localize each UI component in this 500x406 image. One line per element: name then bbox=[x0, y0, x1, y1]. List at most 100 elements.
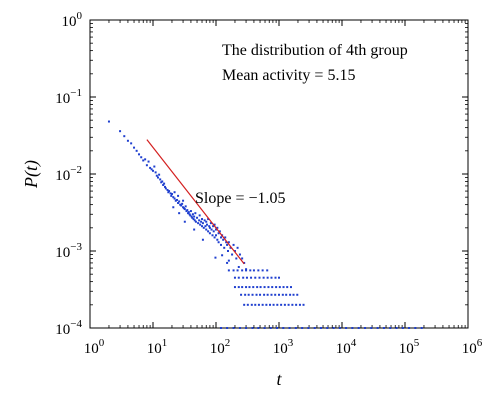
data-point bbox=[243, 303, 246, 306]
data-point bbox=[280, 303, 283, 306]
data-point bbox=[232, 327, 235, 329]
data-point bbox=[259, 286, 262, 289]
data-point bbox=[213, 236, 216, 239]
data-point bbox=[233, 286, 236, 289]
data-point bbox=[249, 269, 252, 272]
data-point bbox=[274, 276, 277, 279]
data-point bbox=[238, 253, 241, 256]
data-point bbox=[240, 293, 243, 296]
data-point bbox=[241, 286, 244, 289]
data-point bbox=[237, 265, 240, 268]
data-point bbox=[226, 261, 229, 264]
legend-line-2: Mean activity = 5.15 bbox=[222, 67, 355, 84]
data-point bbox=[313, 327, 316, 329]
data-point bbox=[188, 213, 191, 216]
data-points bbox=[107, 120, 423, 329]
data-point bbox=[283, 303, 286, 306]
data-point bbox=[364, 327, 367, 329]
data-point bbox=[345, 327, 348, 329]
data-point bbox=[170, 194, 173, 197]
data-point bbox=[226, 243, 229, 246]
y-axis-label: P(t) bbox=[21, 160, 42, 189]
data-point bbox=[307, 327, 310, 329]
data-point bbox=[135, 149, 138, 152]
data-point bbox=[370, 327, 373, 329]
data-point bbox=[265, 303, 268, 306]
data-point bbox=[222, 238, 225, 241]
data-point bbox=[257, 327, 260, 329]
data-point bbox=[285, 293, 288, 296]
data-point bbox=[252, 286, 255, 289]
data-point bbox=[357, 327, 360, 329]
data-point bbox=[182, 199, 185, 202]
data-point bbox=[288, 327, 291, 329]
data-point bbox=[245, 276, 248, 279]
data-point bbox=[227, 269, 230, 272]
data-point bbox=[208, 232, 211, 235]
data-point bbox=[166, 188, 169, 191]
data-point bbox=[246, 303, 249, 306]
data-point bbox=[173, 191, 176, 194]
data-point bbox=[158, 173, 161, 176]
data-point bbox=[154, 171, 157, 174]
data-point bbox=[194, 212, 197, 215]
data-point bbox=[223, 246, 226, 249]
data-point bbox=[193, 228, 196, 231]
data-point bbox=[278, 293, 280, 296]
data-point bbox=[191, 216, 194, 219]
data-point bbox=[244, 293, 247, 296]
data-point bbox=[210, 228, 213, 231]
data-point bbox=[206, 223, 209, 226]
data-point bbox=[275, 286, 278, 289]
y-tick-label: 10−3 bbox=[55, 241, 82, 261]
x-tick-label: 105 bbox=[399, 337, 420, 357]
data-point bbox=[187, 211, 190, 214]
data-point bbox=[237, 276, 240, 279]
data-point bbox=[150, 168, 153, 171]
data-point bbox=[241, 257, 244, 260]
data-point bbox=[282, 286, 285, 289]
x-tick-label: 103 bbox=[273, 337, 294, 357]
data-point bbox=[245, 269, 248, 272]
data-point bbox=[251, 293, 254, 296]
data-point bbox=[175, 198, 178, 201]
data-point bbox=[201, 225, 204, 228]
data-point bbox=[259, 293, 262, 296]
data-point bbox=[198, 219, 201, 222]
data-point bbox=[147, 160, 150, 163]
data-point bbox=[254, 276, 257, 279]
data-point bbox=[189, 210, 192, 213]
y-tick-label: 100 bbox=[62, 10, 83, 30]
data-point bbox=[205, 228, 208, 231]
data-point bbox=[291, 303, 294, 306]
data-point bbox=[142, 159, 145, 162]
data-point bbox=[289, 286, 292, 289]
data-point bbox=[251, 327, 254, 329]
data-point bbox=[267, 286, 270, 289]
data-point bbox=[266, 276, 269, 279]
data-point bbox=[263, 286, 266, 289]
data-point bbox=[216, 238, 219, 241]
data-point bbox=[216, 226, 219, 229]
x-axis-label: t bbox=[276, 369, 282, 389]
plot-area bbox=[89, 19, 469, 329]
data-point bbox=[193, 219, 196, 222]
data-point bbox=[301, 327, 304, 329]
data-point bbox=[180, 204, 183, 207]
data-point bbox=[130, 142, 133, 145]
axis-ticks bbox=[89, 19, 469, 329]
data-point bbox=[169, 192, 172, 195]
data-point bbox=[351, 327, 354, 329]
fit-line bbox=[146, 139, 245, 265]
data-point bbox=[274, 293, 277, 296]
data-point bbox=[203, 219, 206, 222]
data-point bbox=[123, 135, 126, 138]
data-point bbox=[245, 327, 248, 329]
data-point bbox=[248, 286, 251, 289]
legend-line-1: The distribution of 4th group bbox=[222, 42, 408, 59]
data-point bbox=[173, 197, 176, 200]
data-point bbox=[233, 276, 236, 279]
data-point bbox=[395, 327, 398, 329]
data-point bbox=[282, 327, 285, 329]
